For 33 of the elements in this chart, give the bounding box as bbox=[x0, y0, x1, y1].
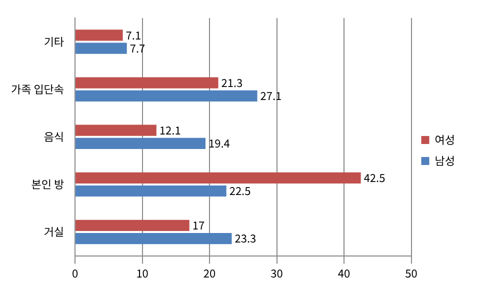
bar bbox=[76, 42, 127, 54]
bar bbox=[76, 185, 226, 197]
data-label: 7.1 bbox=[126, 27, 142, 44]
legend-label: 남성 bbox=[434, 153, 456, 170]
bar bbox=[76, 77, 218, 88]
data-label: 22.5 bbox=[229, 183, 251, 200]
y-tick-label: 거실 bbox=[44, 224, 64, 240]
bar bbox=[76, 30, 123, 41]
data-label: 7.7 bbox=[130, 40, 146, 57]
data-label: 21.3 bbox=[221, 74, 243, 91]
data-label: 19.4 bbox=[208, 136, 230, 152]
y-tick-label: 음식 bbox=[44, 129, 64, 146]
y-tick-label: 기타 bbox=[44, 34, 64, 50]
legend-label: 여성 bbox=[434, 132, 456, 148]
x-tick-label: 50 bbox=[405, 266, 418, 282]
data-label: 23.3 bbox=[234, 230, 256, 247]
bar bbox=[76, 172, 361, 184]
x-tick-label: 30 bbox=[270, 266, 283, 282]
y-tick-label: 본인 방 bbox=[31, 176, 64, 193]
x-tick-label: 0 bbox=[72, 266, 78, 282]
data-label: 17 bbox=[192, 218, 205, 234]
y-tick-label: 가족 입단속 bbox=[10, 82, 64, 98]
bar bbox=[76, 220, 190, 232]
bar bbox=[76, 138, 206, 149]
x-tick-label: 20 bbox=[203, 266, 216, 282]
x-tick-label: 40 bbox=[338, 266, 350, 282]
x-tick-label: 10 bbox=[136, 266, 148, 282]
bar bbox=[76, 90, 258, 102]
data-label: 12.1 bbox=[159, 122, 181, 139]
bar bbox=[76, 233, 232, 244]
data-label: 27.1 bbox=[260, 88, 282, 104]
bar bbox=[76, 124, 156, 136]
data-label: 42.5 bbox=[364, 170, 386, 186]
